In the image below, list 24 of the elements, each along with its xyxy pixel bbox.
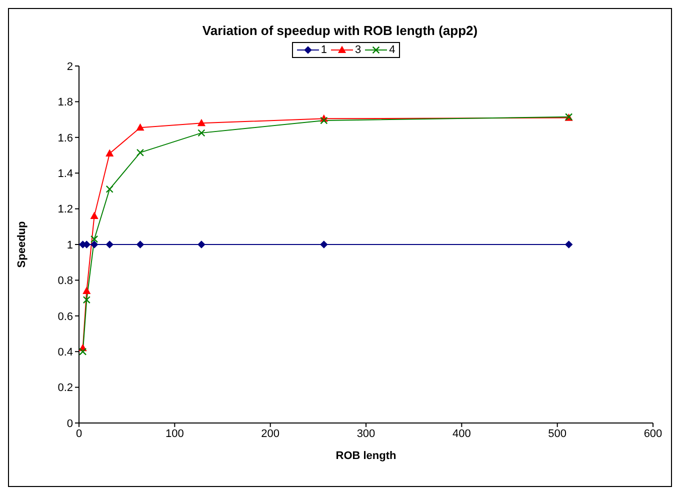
x-tick-label: 600 <box>644 428 662 440</box>
legend-label: 3 <box>354 44 362 56</box>
y-tick-label: 0.6 <box>58 310 73 323</box>
y-tick-label: 1.8 <box>58 96 73 109</box>
x-tick-label: 200 <box>261 428 280 440</box>
x-axis-title: ROB length <box>336 450 397 462</box>
x-tick-label: 100 <box>165 428 184 440</box>
x-tick-label: 0 <box>76 428 82 440</box>
y-tick-label: 0 <box>66 418 73 430</box>
y-axis-title: Speedup <box>16 220 28 268</box>
y-tick-label: 1 <box>66 239 73 252</box>
x-tick-label: 300 <box>356 428 376 440</box>
y-tick-label: 1.2 <box>58 204 73 216</box>
y-tick-label: 1.6 <box>58 132 73 144</box>
y-tick-label: 0.8 <box>58 275 73 288</box>
y-tick-label: 0.4 <box>58 346 73 359</box>
x-tick-label: 400 <box>452 428 471 440</box>
y-tick-label: 1.4 <box>58 168 73 180</box>
legend-label: 4 <box>388 44 396 56</box>
chart-title: Variation of speedup with ROB length (app2) <box>201 23 479 38</box>
y-tick-label: 2 <box>66 60 73 73</box>
legend-label: 1 <box>320 44 327 56</box>
x-tick-label: 500 <box>548 428 567 440</box>
y-tick-label: 0.2 <box>58 382 73 394</box>
